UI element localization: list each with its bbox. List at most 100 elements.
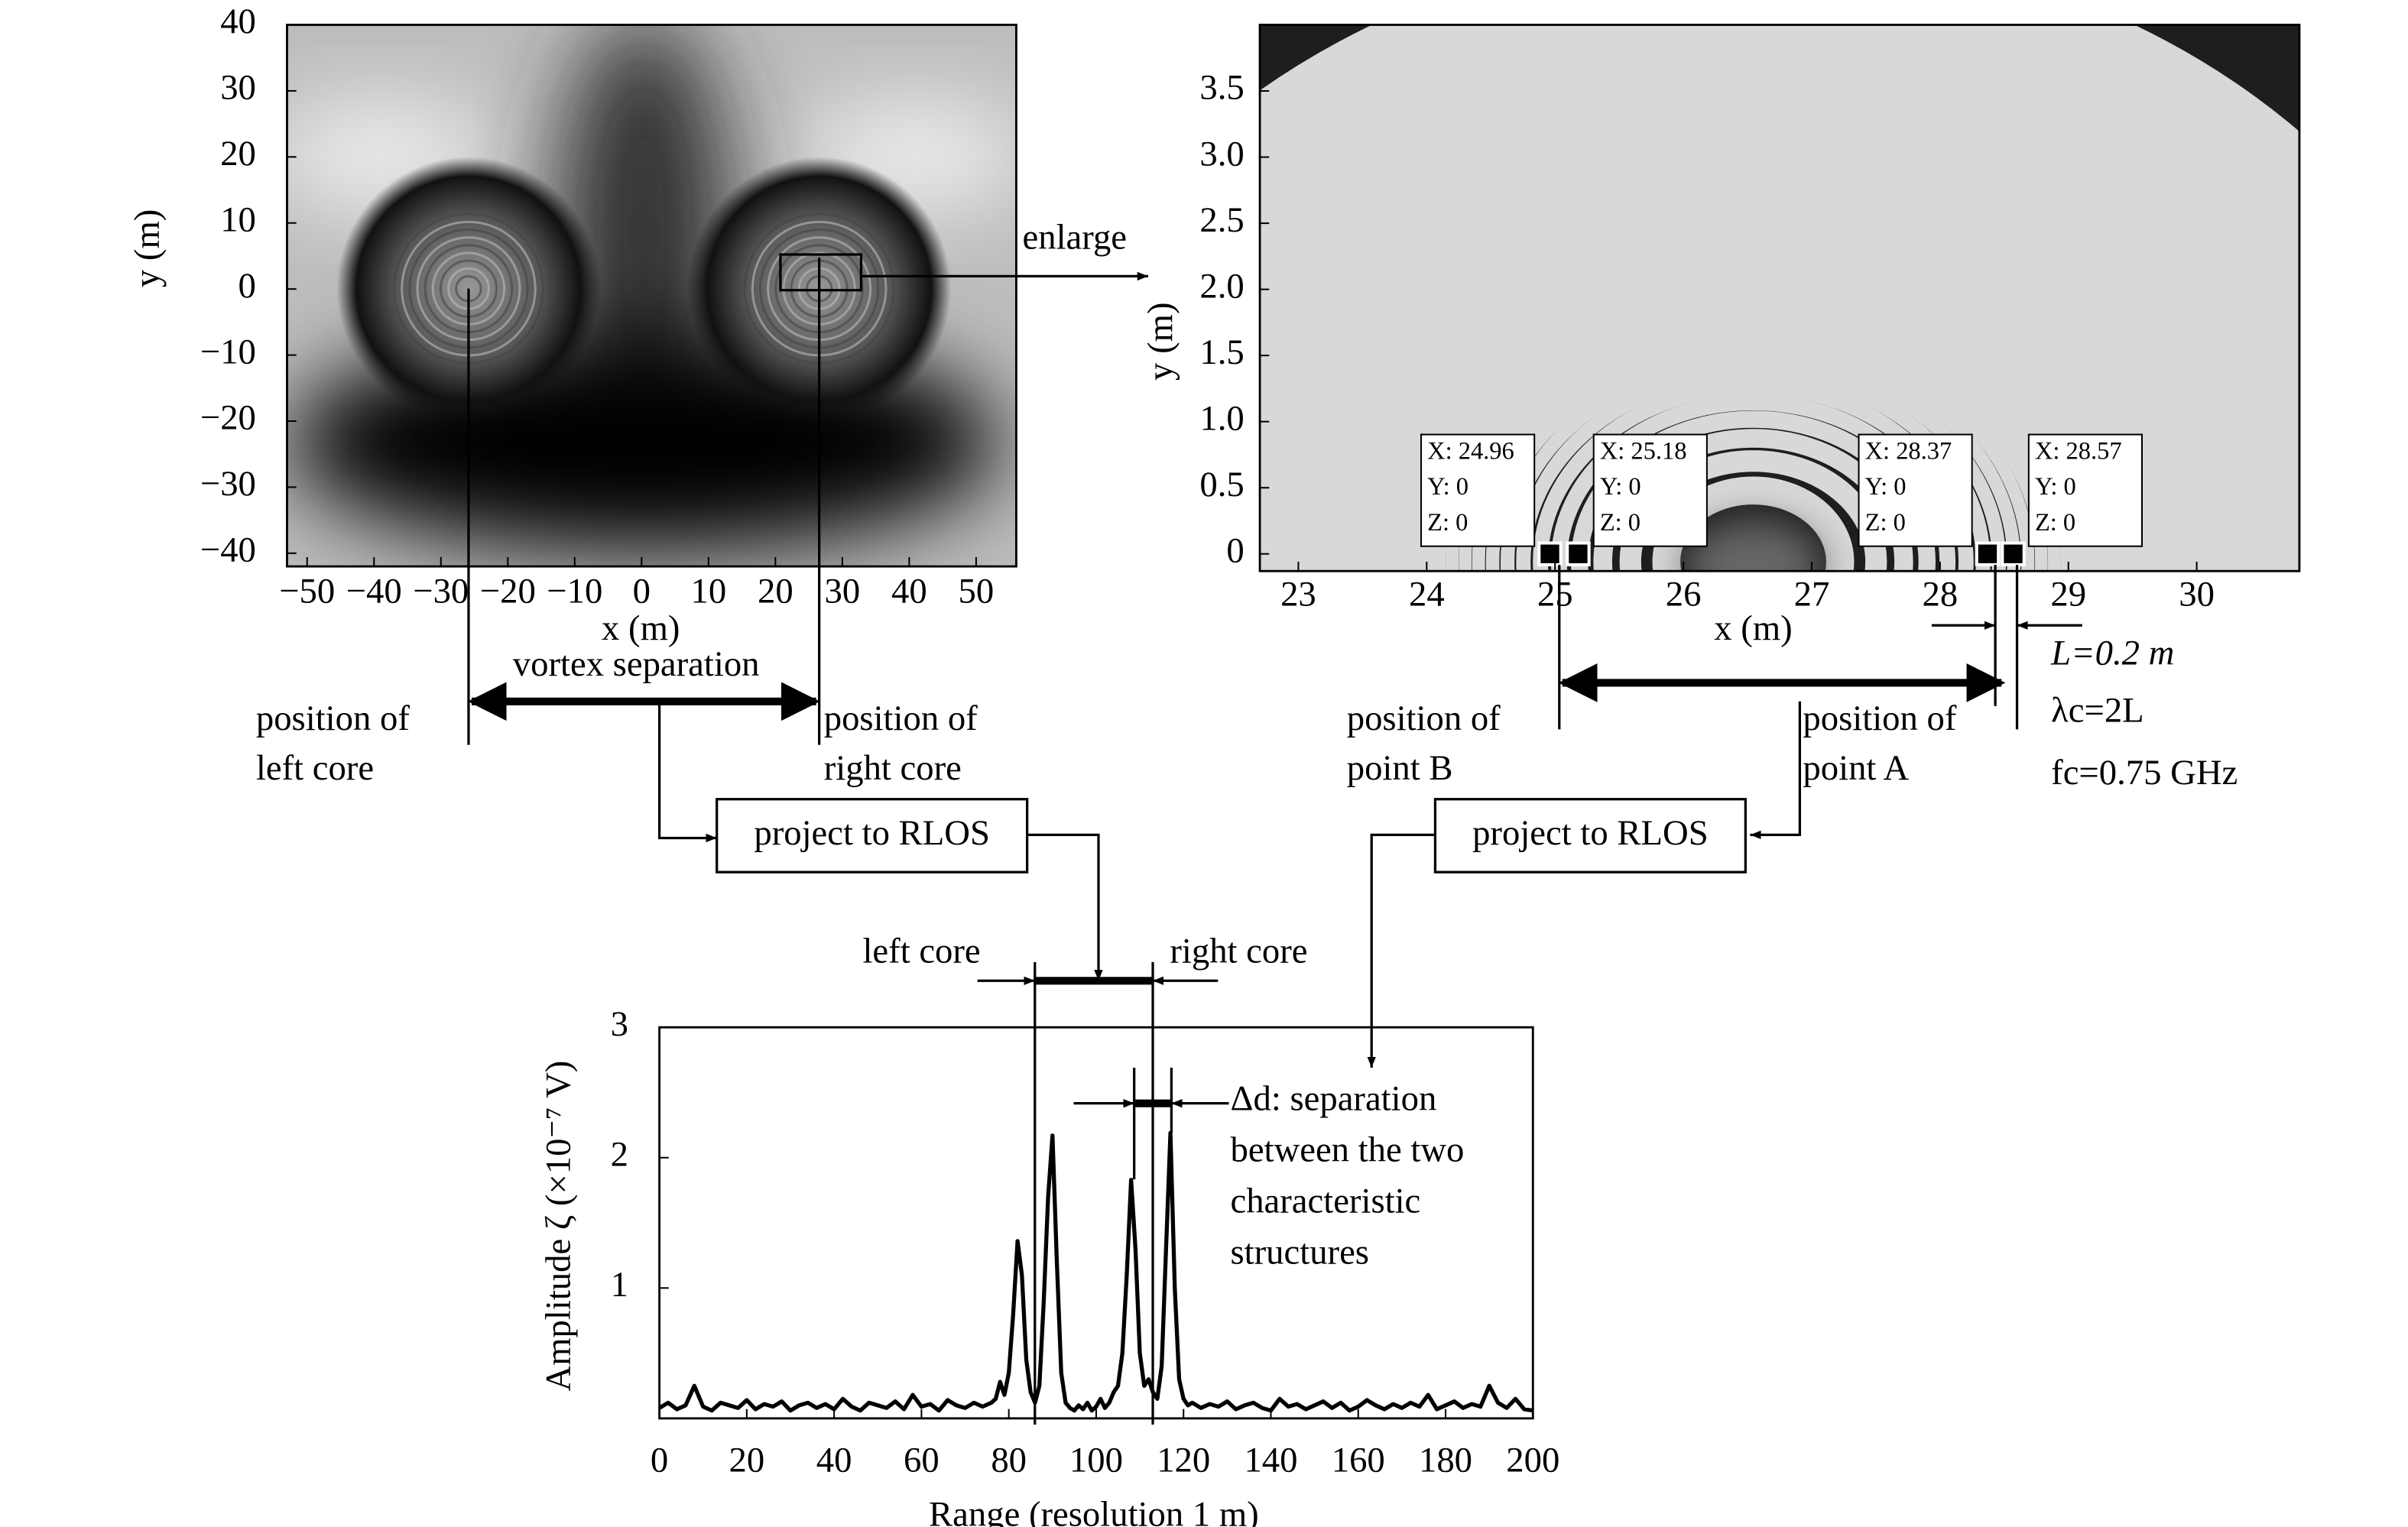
datatip-text: Y: 0 [1427, 473, 1468, 501]
delta-d-note: characteristic [1231, 1181, 1421, 1221]
fringe [1260, 63, 2299, 365]
datatip-marker [1975, 541, 2001, 566]
datatip-marker [1566, 541, 1591, 566]
y-tick-label: 3.5 [1199, 68, 1244, 108]
y-tick-label: 0 [1226, 530, 1244, 570]
x-tick-label: −20 [480, 571, 536, 611]
datatip: X: 28.57 Y: 0 Z: 0 [2001, 433, 2144, 566]
datatip-text: X: 25.18 [1600, 437, 1687, 465]
x-tick-label: 10 [690, 571, 726, 611]
diagram: enlarge vortex separation position of le… [256, 217, 2238, 1425]
fringe [1264, 160, 2242, 572]
fringe [1593, 429, 1913, 572]
x-tick-label: 23 [1280, 574, 1316, 614]
fringe [1340, 222, 2166, 572]
x-tick-label: 40 [891, 571, 927, 611]
x-tick-label: −30 [413, 571, 469, 611]
process-label: project to RLOS [1472, 813, 1709, 853]
flow-arrow [1750, 701, 1802, 840]
x-tick-label: 100 [1069, 1440, 1123, 1480]
vortex [336, 157, 601, 421]
fringe [1313, 200, 2193, 572]
wavelength-note: λc=2L [2051, 691, 2144, 731]
enlarge-box [779, 253, 863, 292]
x-tick-label: 29 [2050, 574, 2086, 614]
fringe [1260, 100, 2299, 500]
datatip-box [1420, 433, 1536, 547]
fringe [1260, 84, 2299, 424]
wavelength-note: fc=0.75 GHz [2051, 753, 2238, 793]
right-core-label: right core [1170, 931, 1307, 971]
fringe [1400, 271, 2107, 572]
y-axis-title: y (m) [1141, 302, 1180, 380]
fringe [1260, 129, 2280, 572]
x-tick-label: 50 [959, 571, 995, 611]
x-tick-label: −10 [547, 571, 602, 611]
datatip-box [1858, 433, 1973, 547]
point-b-position: position of [1347, 699, 1501, 738]
datatip-text: Z: 0 [2035, 509, 2075, 537]
y-tick-label: 2.0 [1199, 266, 1244, 306]
fringe [1459, 319, 2048, 572]
left-core-label: left core [862, 931, 980, 971]
datatip-box [1592, 433, 1708, 547]
datatip-text: Z: 0 [1600, 509, 1640, 537]
fringe [1272, 166, 2234, 572]
fringe [1260, 112, 2299, 572]
fringe [1260, 89, 2299, 444]
fringe [1349, 229, 2157, 572]
y-axis-title: y (m) [128, 209, 167, 287]
x-tick-label: −50 [279, 571, 335, 611]
plot-frame [286, 24, 1017, 568]
point-a-position: point A [1803, 748, 1909, 788]
left-core-position: position of [256, 699, 410, 738]
fringe [1260, 48, 2299, 329]
datatip-text: Z: 0 [1865, 509, 1906, 537]
image [287, 24, 1017, 567]
fringe [1260, 43, 2299, 319]
y-tick-label: −20 [200, 398, 256, 438]
y-tick-label: 2.5 [1199, 200, 1244, 240]
fringe [1652, 476, 1855, 572]
datatip-text: Z: 0 [1427, 509, 1468, 537]
fringe [1296, 186, 2210, 572]
fringe [1260, 118, 2294, 572]
series-line [658, 1130, 1533, 1413]
x-tick-label: 200 [1506, 1440, 1559, 1480]
fringe [1331, 214, 2176, 572]
x-axis-title: x (m) [602, 608, 680, 648]
delta-d-note: Δd: separation [1231, 1078, 1437, 1118]
x-tick-label: 80 [991, 1440, 1027, 1480]
x-tick-label: 40 [816, 1440, 852, 1480]
y-axis-title: Amplitude ζ (×10⁻⁷ V) [538, 1061, 578, 1392]
x-tick-label: 60 [904, 1440, 940, 1480]
y-tick-label: 3.0 [1199, 134, 1244, 173]
right-core-position: right core [824, 748, 962, 788]
fringe [1260, 95, 2299, 468]
y-tick-label: 1.0 [1199, 398, 1244, 438]
fringe [1260, 79, 2299, 407]
datatip-text: Y: 0 [1865, 473, 1907, 501]
x-tick-label: 26 [1666, 574, 1702, 614]
y-tick-label: 3 [611, 1004, 628, 1044]
x-tick-label: 180 [1419, 1440, 1472, 1480]
datatip-text: Y: 0 [1600, 473, 1641, 501]
fringe [1288, 180, 2218, 572]
delta-d-note: between the two [1231, 1130, 1465, 1169]
delta-d-note: structures [1231, 1232, 1369, 1272]
y-tick-label: −30 [200, 464, 256, 504]
fringe [1260, 123, 2287, 572]
fringe [1260, 135, 2273, 572]
x-tick-label: 27 [1794, 574, 1830, 614]
flow-arrow [1027, 833, 1103, 981]
fringe [1260, 53, 2299, 340]
fringe [1446, 308, 2061, 572]
fringe [1260, 73, 2299, 391]
main-layer: −50 −40 −30 −20 −10 0 10 20 30 40 50−40−30−20−1001… [128, 2, 2301, 1527]
fringe [1260, 154, 2250, 572]
fringe [1260, 38, 2299, 309]
fringe [1472, 329, 2035, 572]
x-tick-label: 140 [1244, 1440, 1297, 1480]
fringe [1322, 207, 2185, 572]
